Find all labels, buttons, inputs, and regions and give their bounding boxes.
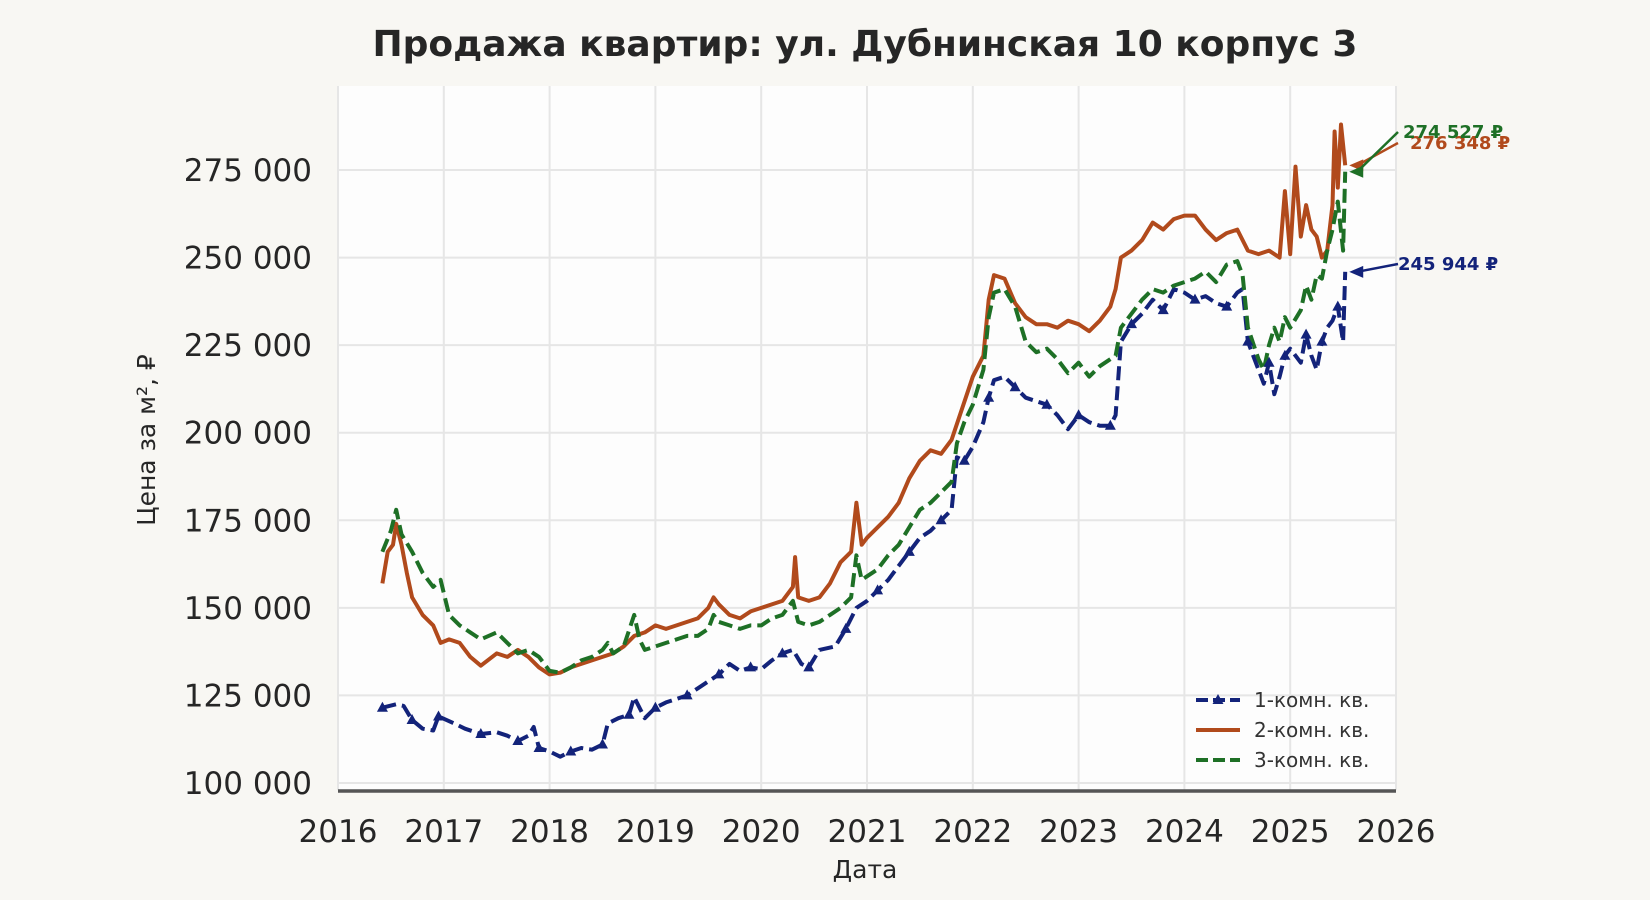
y-tick-labels: 100 000 125 000 150 000 175 000 200 000 225 0… [184,153,312,802]
series-marker [1279,349,1291,360]
series-marker [1242,335,1254,346]
series-marker [1263,356,1275,367]
series-marker [958,454,970,465]
y-tick-label: 175 000 [184,503,312,539]
series-marker [1073,409,1085,420]
legend-label-2: 2-комн. кв. [1254,718,1369,742]
x-tick-label: 2020 [722,814,801,850]
x-tick-label: 2021 [828,814,907,850]
legend: 1-комн. кв. 2-комн. кв. 3-комн. кв. [1196,688,1369,772]
series-marker [623,708,635,719]
series-marker [565,745,577,756]
y-tick-label: 100 000 [184,766,312,802]
y-axis-label: Цена за м², ₽ [132,354,161,526]
series-marker [1126,318,1137,329]
series-marker [512,734,524,745]
x-axis-label: Дата [833,855,898,884]
legend-label-1: 1-комн. кв. [1254,688,1369,712]
end-label-arrow [1356,141,1399,167]
end-value-label: 245 944 ₽ [1398,254,1498,275]
legend-label-3: 3-комн. кв. [1254,748,1369,772]
series-marker [983,391,995,402]
x-tick-label: 2025 [1251,814,1330,850]
series-line-2 [380,122,1348,677]
series-marker [713,668,725,679]
series-marker [872,584,884,595]
series-marker [1009,381,1021,392]
end-label-arrowhead [1349,165,1364,178]
y-tick-label: 150 000 [184,591,312,627]
y-tick-label: 275 000 [184,153,312,189]
x-tick-labels: 2016 2017 2018 2019 2020 2021 2022 2023 2024 2025… [299,814,1436,850]
series-marker [1041,398,1053,409]
series-marker [406,713,418,724]
series-marker [1157,304,1169,315]
end-label-arrow [1356,262,1399,274]
end-value-label: 274 527 ₽ [1403,122,1503,143]
x-tick-label: 2024 [1145,814,1224,850]
series-marker [745,661,757,672]
series-marker [597,738,608,749]
series-layer [380,122,1348,759]
x-tick-label: 2026 [1357,814,1436,850]
end-label-arrowhead [1349,265,1364,278]
series-marker [1332,300,1344,311]
series-marker [475,727,487,738]
series-marker [1316,335,1328,346]
series-marker [840,622,852,633]
end-label-arrow [1356,131,1399,173]
series-marker [1189,293,1201,304]
x-tick-label: 2022 [933,814,1012,850]
x-tick-label: 2016 [299,814,378,850]
series-marker [533,741,545,752]
end-value-label: 276 348 ₽ [1410,133,1510,154]
y-tick-label: 200 000 [184,416,312,452]
series-marker [681,689,693,700]
series-marker [935,514,947,525]
series-marker [1221,300,1233,311]
legend-marker [1212,694,1224,704]
series-marker [776,647,788,658]
chart-title: Продажа квартир: ул. Дубнинская 10 корпу… [373,24,1358,65]
x-tick-label: 2023 [1039,814,1118,850]
series-marker [433,710,445,721]
x-tick-label: 2017 [404,814,483,850]
series-marker [1300,328,1312,339]
series-marker [903,545,915,556]
series-line-3 [380,171,1348,675]
y-tick-label: 250 000 [184,241,312,277]
markers-layer [376,293,1344,756]
series-marker [803,661,815,672]
series-marker [1104,419,1116,430]
x-tick-label: 2019 [616,814,695,850]
series-marker [649,701,661,712]
x-tick-label: 2018 [510,814,589,850]
y-tick-label: 225 000 [184,328,312,364]
y-tick-label: 125 000 [184,678,312,714]
series-marker [376,701,388,712]
end-labels: 245 944 ₽ 276 348 ₽274 527 ₽ [1349,122,1510,278]
